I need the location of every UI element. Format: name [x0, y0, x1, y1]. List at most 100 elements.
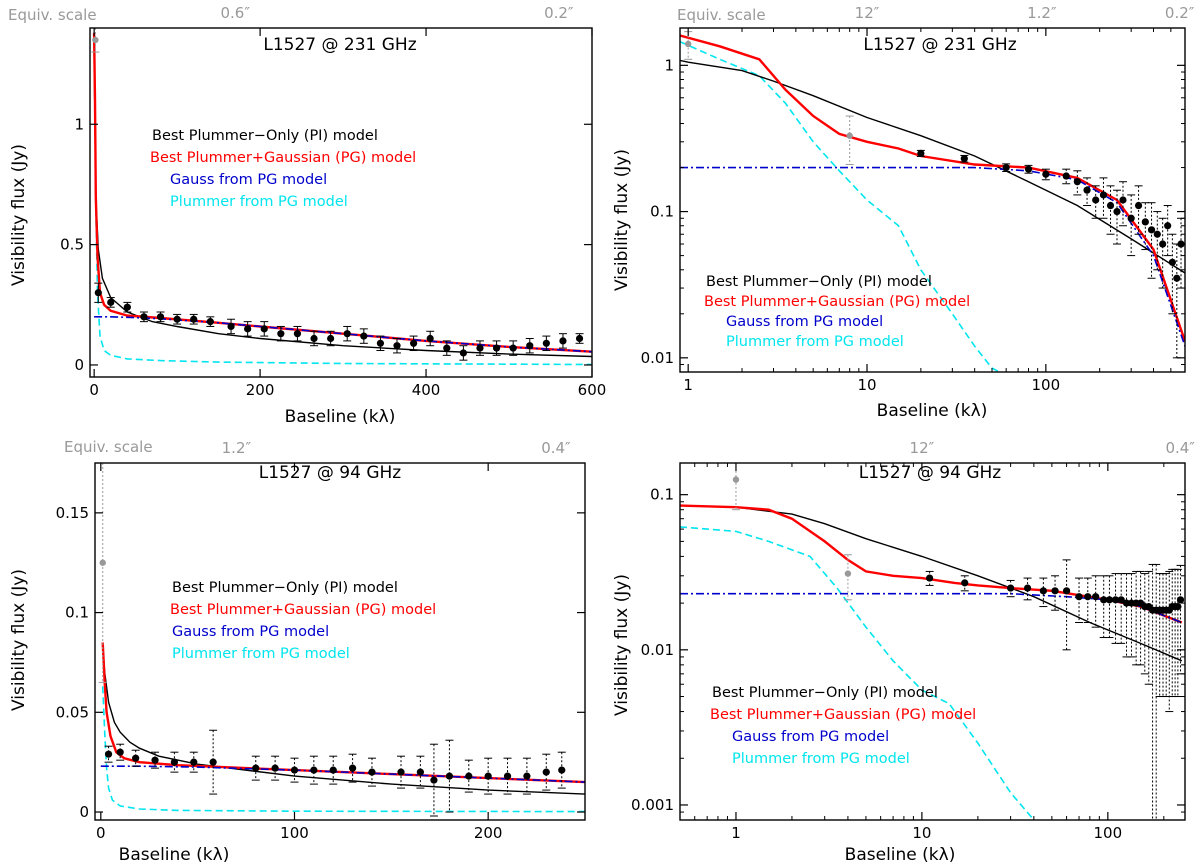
panel-bottom-right: L1527 @ 94 GHz Baseline (kλ) Visibility …: [612, 439, 1195, 865]
data-point: [260, 321, 269, 337]
data-point: [348, 753, 357, 783]
curve-gauss-from-pg: [680, 166, 1185, 347]
plot-frame: [94, 462, 586, 821]
x-axis-label: Baseline (kλ): [285, 407, 396, 427]
panel-title: L1527 @ 231 GHz: [863, 35, 1016, 55]
legend-entry-plummer-component: Plummer from PG model: [172, 646, 350, 662]
legend-entry-best-plummer-gaussian: Best Plummer+Gaussian (PG) model: [150, 150, 416, 166]
curve-plummer-from-pg: [680, 526, 1035, 820]
equiv-scale-label: Equiv. scale: [64, 438, 153, 456]
curve-best-plummer-only: [680, 59, 1185, 274]
data-point: [1163, 205, 1172, 257]
data-point: [492, 340, 501, 356]
data-point-excluded: [843, 554, 852, 601]
data-point-excluded: [684, 31, 693, 60]
data-point: [925, 570, 934, 586]
legend-entry-gauss-component: Gauss from PG model: [170, 172, 327, 188]
data-point: [1006, 579, 1015, 598]
data-point-excluded: [845, 115, 854, 165]
x-tick-label: 0: [96, 824, 106, 842]
legend-entry-best-plummer-only: Best Plummer−Only (PI) model: [712, 685, 938, 701]
x-tick-label: 200: [474, 824, 503, 842]
data-point: [206, 316, 215, 327]
legend-entry-best-plummer-gaussian: Best Plummer+Gaussian (PG) model: [710, 707, 976, 723]
y-tick-label: 1: [74, 115, 84, 133]
data-point: [1083, 577, 1092, 623]
legend: Best Plummer−Only (PI) model Best Plumme…: [150, 128, 416, 210]
data-point: [1168, 233, 1177, 315]
curve-best-plummer-gaussian: [680, 504, 1183, 624]
data-point: [310, 330, 319, 347]
curve-best-plummer-only: [93, 52, 592, 358]
data-point: [139, 311, 148, 323]
data-point: [1091, 185, 1100, 219]
data-point: [151, 751, 160, 769]
data-point: [1099, 177, 1108, 219]
data-point: [1144, 570, 1153, 685]
data-point: [1173, 568, 1182, 698]
data-point: [1127, 573, 1136, 658]
data-point: [475, 340, 484, 356]
data-point: [1051, 575, 1060, 611]
data-point: [1132, 570, 1141, 666]
data-point: [1039, 577, 1048, 608]
panel-top-right: Equiv. scale L1527 @ 231 GHz Baseline (k…: [612, 4, 1195, 421]
data-point: [94, 282, 103, 303]
panel-bottom-left: Equiv. scale L1527 @ 94 GHz Baseline (kλ…: [9, 438, 586, 865]
data-point: [131, 749, 140, 767]
data-point: [329, 755, 338, 785]
data-point: [960, 575, 969, 592]
data-point-excluded: [91, 28, 100, 53]
equiv-scale-tick-label: 0.6″: [220, 4, 250, 22]
data-point: [1118, 181, 1127, 227]
y-tick-label: 0: [79, 803, 89, 821]
plot-area: [680, 31, 1185, 372]
data-point: [960, 154, 969, 163]
data-point: [1122, 573, 1131, 658]
x-tick-label: 100: [1094, 824, 1123, 842]
x-tick-label: 1: [683, 376, 693, 394]
data-point: [104, 745, 113, 763]
data-point: [416, 755, 425, 789]
data-point: [123, 301, 132, 313]
data-point: [1117, 573, 1126, 644]
data-point: [542, 753, 551, 791]
y-tick-label: 0.5: [60, 236, 84, 254]
x-tick-label: 100: [1032, 376, 1061, 394]
data-point: [1002, 163, 1011, 172]
data-point-excluded: [98, 463, 107, 683]
legend-entry-best-plummer-only: Best Plummer−Only (PI) model: [706, 274, 932, 290]
x-tick-label: 10: [857, 376, 876, 394]
plot-area: [680, 463, 1185, 820]
x-tick-label: 600: [578, 381, 607, 399]
y-axis-label: Visibility flux (Jy): [9, 569, 29, 711]
y-axis-label: Visibility flux (Jy): [9, 144, 29, 286]
y-tick-label: 0.001: [631, 796, 674, 814]
legend-entry-best-plummer-only: Best Plummer−Only (PI) model: [152, 128, 378, 144]
equiv-scale-tick-label: 0.4″: [541, 439, 571, 457]
data-point: [397, 755, 406, 789]
data-point: [227, 318, 236, 335]
data-point: [1091, 575, 1100, 628]
data-point: [1134, 185, 1143, 235]
data-point: [1023, 577, 1032, 601]
data-point: [409, 335, 418, 352]
data-point: [1105, 575, 1114, 639]
data-point: [293, 325, 302, 342]
data-point: [558, 333, 567, 349]
data-point: [170, 751, 179, 773]
data-point: [1136, 570, 1145, 666]
data-point: [1153, 211, 1162, 271]
series-container: 1 10 100 0.01 0.1 1 12″ 1.2″ 0.2″: [641, 4, 1195, 394]
y-tick-label: 0.1: [650, 486, 674, 504]
plot-frame: [89, 27, 593, 378]
data-point: [189, 313, 198, 325]
equiv-scale-tick-label: 1.2″: [222, 439, 252, 457]
data-point: [464, 759, 473, 793]
data-point: [116, 743, 125, 761]
data-point: [1024, 164, 1033, 174]
data-point: [326, 330, 335, 347]
data-point: [442, 340, 451, 356]
y-axis-label: Visibility flux (Jy): [612, 149, 632, 291]
